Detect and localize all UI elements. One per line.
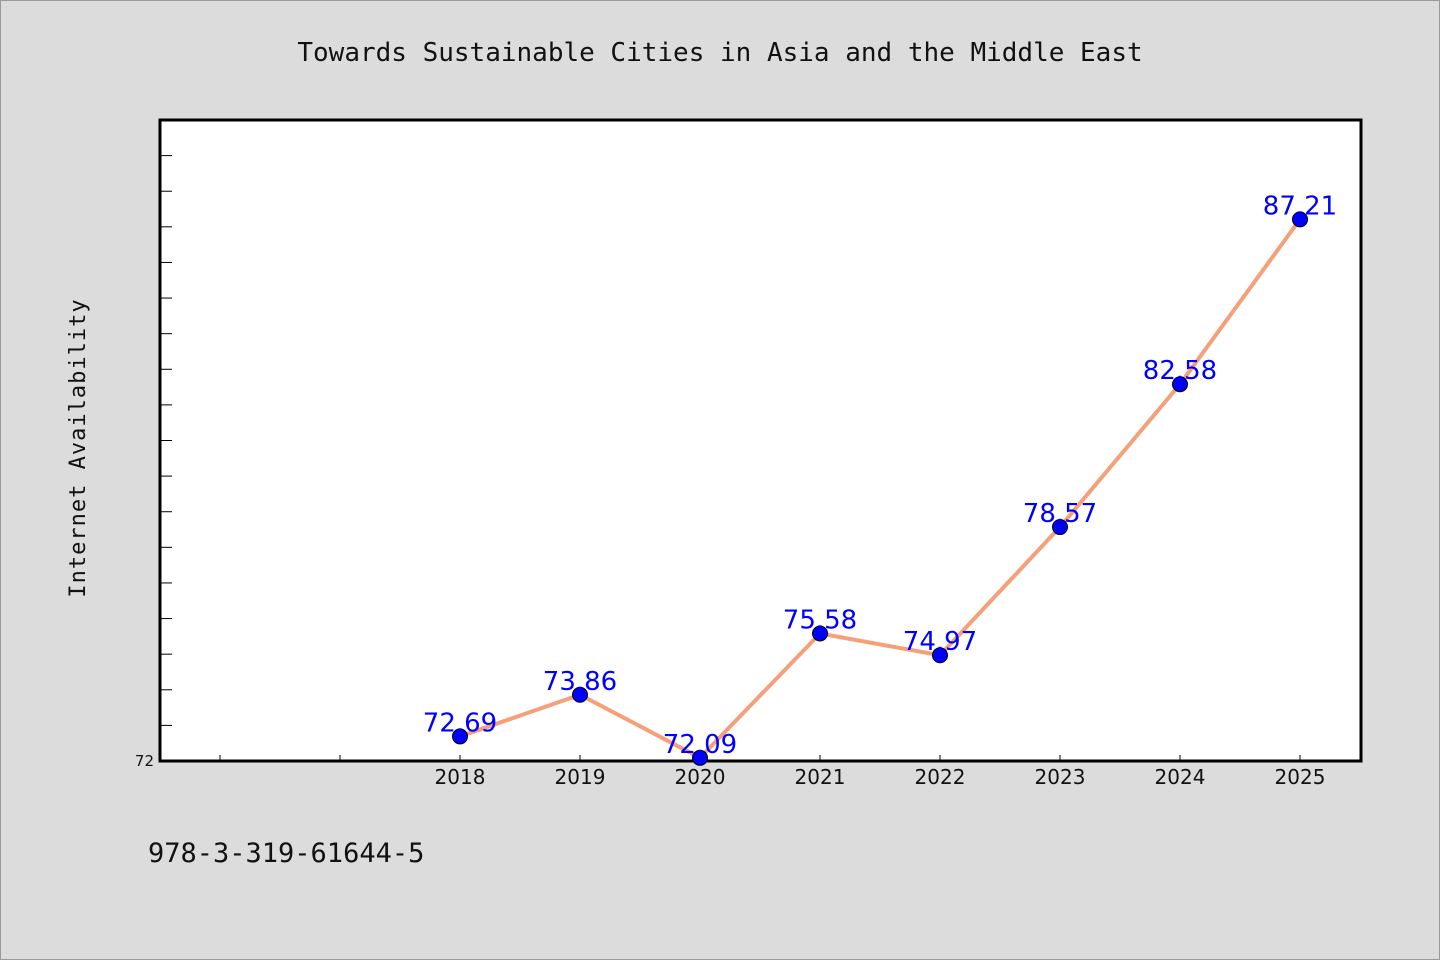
series-layer	[452, 211, 1308, 766]
series-line	[459, 218, 1302, 760]
x-tick-label: 2019	[555, 765, 606, 789]
x-tick-label: 2018	[435, 765, 486, 789]
data-label: 87.21	[1263, 191, 1337, 221]
data-label-layer: 72.69 73.86 72.09 75.58 74.97 78.57 82.58 87.21	[423, 191, 1337, 759]
data-point	[1052, 519, 1068, 536]
data-label: 75.58	[783, 606, 857, 636]
data-point	[452, 728, 468, 745]
y-tick-label: 72	[135, 752, 154, 770]
plot-area	[158, 118, 1363, 763]
data-point	[1292, 211, 1308, 228]
x-tick-label: 2021	[795, 765, 846, 789]
data-label: 72.09	[663, 730, 737, 760]
data-point	[572, 686, 588, 703]
data-point	[812, 625, 828, 642]
data-label: 73.86	[543, 667, 617, 697]
data-point	[1172, 376, 1188, 393]
data-label: 74.97	[903, 627, 977, 657]
data-point	[692, 749, 708, 766]
y-axis-ticks: 72	[135, 155, 172, 770]
x-tick-label: 2020	[675, 765, 726, 789]
x-tick-label: 2025	[1275, 765, 1326, 789]
x-axis-ticks: 2018 2019 2020 2021 2022 2023 2024 2025	[219, 755, 1326, 789]
data-label: 78.57	[1023, 499, 1097, 529]
isbn-text: 978-3-319-61644-5	[148, 838, 424, 869]
data-label: 82.58	[1143, 356, 1217, 386]
chart-title: Towards Sustainable Cities in Asia and t…	[297, 38, 1142, 68]
x-tick-label: 2022	[915, 765, 966, 789]
data-label: 72.69	[423, 708, 497, 738]
y-axis-label: Internet Availability	[66, 298, 91, 597]
x-tick-label: 2023	[1035, 765, 1086, 789]
data-point	[932, 647, 948, 664]
x-tick-label: 2024	[1155, 765, 1206, 789]
